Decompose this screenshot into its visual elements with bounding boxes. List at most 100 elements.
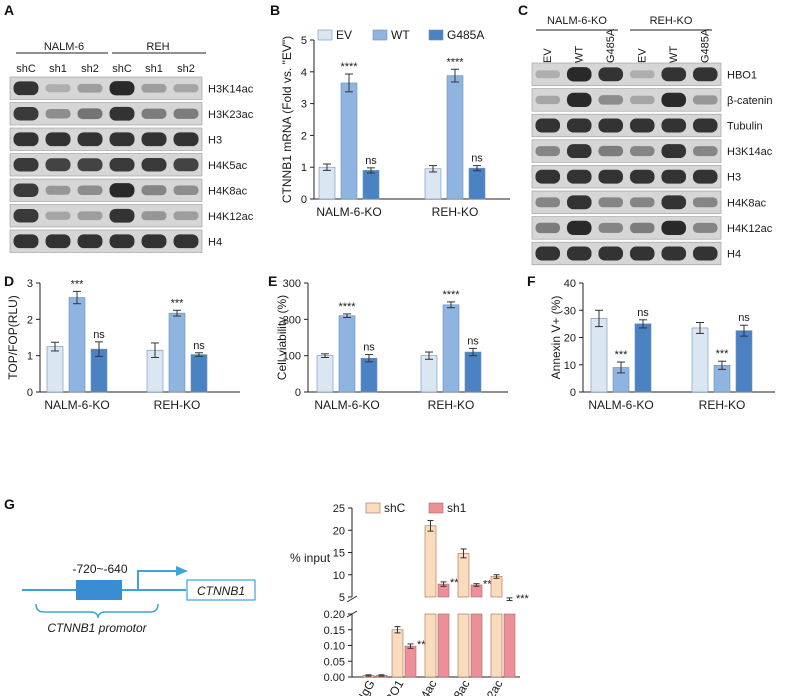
blot-band bbox=[566, 246, 592, 261]
promoter-caption: CTNNB1 promotor bbox=[47, 621, 147, 635]
significance-label: ns bbox=[193, 340, 205, 352]
blot-band bbox=[45, 211, 71, 220]
significance-label: ns bbox=[471, 153, 483, 165]
blot-band bbox=[566, 144, 592, 159]
blot-strip-tubulin bbox=[531, 113, 722, 138]
blot-lane-label-g485a: G485A bbox=[605, 28, 617, 63]
blot-band bbox=[629, 197, 655, 208]
blot-band bbox=[629, 246, 655, 261]
bar-g485a bbox=[468, 167, 486, 200]
blot-row-label-h4k8ac: H4K8ac bbox=[208, 185, 248, 197]
blot-band bbox=[661, 67, 687, 82]
blot-band bbox=[109, 208, 135, 223]
significance-label: *** bbox=[516, 593, 530, 605]
blot-band bbox=[535, 169, 561, 184]
bar-g485a bbox=[464, 351, 482, 393]
blot-strip-h4 bbox=[531, 241, 722, 266]
y-tick-label: 15 bbox=[333, 548, 345, 560]
y-tick-label: 100 bbox=[283, 351, 301, 363]
y-tick-label: 3 bbox=[301, 99, 307, 111]
significance-label: ns bbox=[467, 335, 479, 347]
y-axis-title: % input bbox=[290, 551, 331, 565]
panel-label-c: C bbox=[518, 2, 528, 18]
significance-label: *** bbox=[716, 348, 730, 360]
blot-row-label-h4: H4 bbox=[727, 249, 741, 261]
blot-row-label-h3: H3 bbox=[727, 172, 741, 184]
blot-strip-h4k8ac bbox=[9, 178, 203, 202]
bar-ev bbox=[46, 346, 64, 393]
blot-band bbox=[109, 158, 135, 172]
y-tick-label: 0.10 bbox=[324, 641, 345, 653]
y-axis-title: Cell viability (%) bbox=[275, 295, 289, 380]
blot-lane-label-sh2: sh2 bbox=[81, 63, 99, 75]
panel-label-d: D bbox=[4, 273, 14, 289]
y-tick-label: 0.15 bbox=[324, 625, 345, 637]
blot-strip-h3 bbox=[531, 165, 722, 189]
x-category-label: IgG bbox=[356, 678, 378, 696]
blot-strip-h4 bbox=[9, 229, 203, 253]
x-category-label: NALM-6-KO bbox=[44, 398, 109, 412]
legend-swatch-shc bbox=[365, 502, 381, 514]
blot-band bbox=[13, 132, 39, 147]
legend-swatch-g485a bbox=[428, 29, 444, 41]
bar-ev bbox=[316, 355, 334, 393]
blot-band bbox=[629, 70, 655, 79]
bar-g485a bbox=[362, 170, 380, 200]
blot-band bbox=[45, 185, 71, 195]
blot-band bbox=[45, 234, 71, 249]
blot-band bbox=[77, 211, 103, 221]
y-tick-label: 0.05 bbox=[324, 656, 345, 668]
blot-band bbox=[77, 158, 103, 172]
blot-band bbox=[173, 132, 199, 147]
blot-c-group-2: REH-KO bbox=[650, 15, 693, 27]
bar-wt bbox=[442, 304, 460, 393]
blot-band bbox=[45, 108, 71, 119]
chart-d: 0 1 2 3 TOP/FOP(RLU) *** ns NALM-6-KO *** ns REH-K… bbox=[6, 278, 240, 412]
blot-strip-h3k23ac bbox=[9, 102, 203, 126]
blot-band bbox=[598, 145, 624, 157]
bar-g485a bbox=[360, 357, 378, 393]
panel-label-e: E bbox=[268, 273, 277, 289]
legend-label-g485a: G485A bbox=[447, 28, 484, 42]
blot-band bbox=[598, 169, 624, 184]
blot-a-group-2: REH bbox=[146, 41, 169, 53]
blot-strip-h4k12ac bbox=[531, 216, 722, 240]
blot-a-group-1: NALM-6 bbox=[44, 41, 84, 53]
blot-band bbox=[13, 234, 39, 249]
blot-row-label-h4k5ac: H4K5ac bbox=[208, 160, 248, 172]
blot-strip-h4k12ac bbox=[9, 204, 203, 228]
panel-label-f: F bbox=[527, 273, 536, 289]
y-tick-label: 20 bbox=[333, 525, 345, 537]
bar-ev bbox=[691, 327, 709, 393]
blot-band bbox=[661, 246, 687, 261]
blot-band bbox=[535, 118, 561, 133]
x-category-label: NALM-6-KO bbox=[588, 398, 653, 412]
blot-row-label-h3k14ac: H3K14ac bbox=[727, 146, 773, 158]
blot-band bbox=[13, 81, 39, 96]
blot-band bbox=[598, 197, 624, 208]
blot-band bbox=[141, 185, 167, 196]
blot-band bbox=[629, 95, 655, 105]
y-tick-label: 5 bbox=[339, 592, 345, 604]
significance-label: ns bbox=[365, 155, 377, 167]
significance-label: ns bbox=[738, 312, 750, 324]
blot-band bbox=[692, 95, 718, 105]
blot-band bbox=[692, 67, 718, 82]
y-tick-label: 2 bbox=[301, 130, 307, 142]
y-tick-label: 10 bbox=[564, 360, 576, 372]
blot-band bbox=[629, 146, 655, 157]
x-category-label: H4K8ac bbox=[439, 678, 472, 696]
blot-band bbox=[566, 169, 592, 184]
blot-band bbox=[13, 209, 39, 223]
blot-band bbox=[692, 222, 718, 233]
blot-row-label-catenin: β-catenin bbox=[727, 95, 772, 107]
y-tick-label: 0 bbox=[27, 387, 33, 399]
blot-lane-label-sh1: sh1 bbox=[145, 63, 163, 75]
blot-band bbox=[13, 158, 39, 172]
y-tick-label: 3 bbox=[27, 278, 33, 290]
blot-strip-hbo1 bbox=[531, 62, 722, 86]
blot-strip-h4k8ac bbox=[531, 190, 722, 214]
promoter-region-box bbox=[76, 580, 122, 600]
blot-strip-h4k5ac bbox=[9, 153, 203, 177]
